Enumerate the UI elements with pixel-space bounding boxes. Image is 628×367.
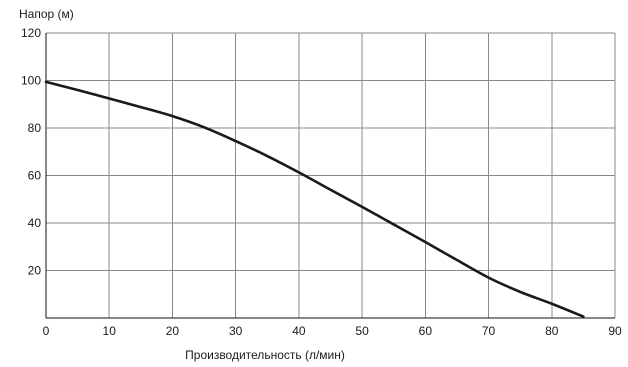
y-tick-label: 100 xyxy=(21,74,41,88)
y-axis-title: Напор (м) xyxy=(19,7,74,21)
x-tick-label: 20 xyxy=(166,324,180,338)
x-tick-label: 0 xyxy=(43,324,50,338)
series-line xyxy=(44,80,585,318)
x-tick-label: 90 xyxy=(608,324,622,338)
x-tick-label: 60 xyxy=(419,324,433,338)
x-tick-label: 70 xyxy=(482,324,496,338)
y-tick-labels: 20 40 60 80 100 120 xyxy=(21,26,41,278)
y-tick-label: 20 xyxy=(28,264,42,278)
x-tick-label: 40 xyxy=(292,324,306,338)
x-axis-title: Производительность (л/мин) xyxy=(185,348,345,362)
y-tick-label: 40 xyxy=(28,216,42,230)
x-tick-label: 80 xyxy=(545,324,559,338)
y-tick-label: 80 xyxy=(28,121,42,135)
y-tick-label: 120 xyxy=(21,26,41,40)
x-tick-label: 10 xyxy=(103,324,117,338)
x-tick-label: 50 xyxy=(355,324,369,338)
x-tick-labels: 0 10 20 30 40 50 60 70 80 90 xyxy=(43,324,622,338)
y-tick-label: 60 xyxy=(28,169,42,183)
gridlines xyxy=(46,32,616,318)
x-tick-label: 30 xyxy=(229,324,243,338)
